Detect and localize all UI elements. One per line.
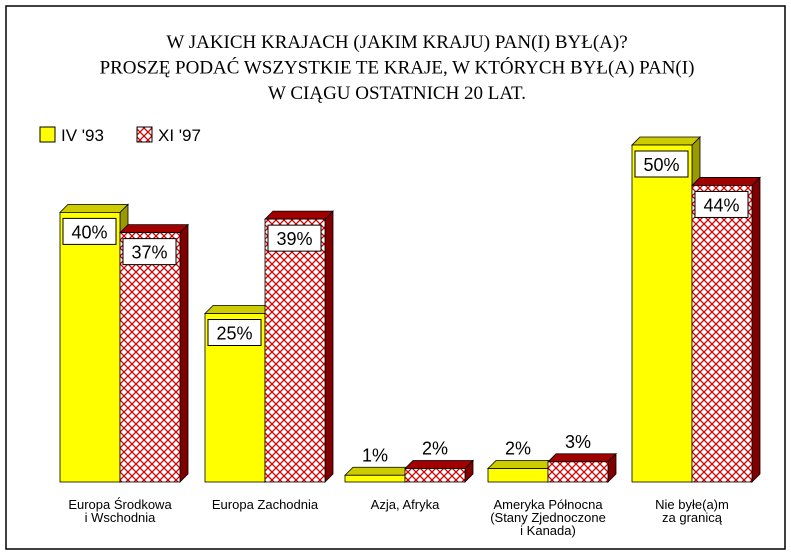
value-label: 25%	[216, 324, 252, 344]
bar-top	[344, 466, 414, 476]
bar-front	[487, 468, 549, 483]
value-label: 2%	[422, 439, 448, 459]
x-tick-label: Nie byłe(a)m	[655, 497, 729, 512]
bar-top	[487, 460, 557, 469]
value-label: 3%	[565, 432, 591, 452]
value-label: 37%	[131, 243, 167, 263]
bar-top	[691, 177, 761, 186]
value-label-box	[634, 150, 689, 178]
bar-top	[119, 224, 189, 234]
value-label: 1%	[362, 445, 388, 465]
bar-front	[344, 474, 406, 483]
value-label: 39%	[276, 229, 312, 249]
legend-swatch	[39, 126, 56, 143]
legend-label: IV '93	[61, 126, 104, 145]
bar	[119, 223, 189, 483]
bar-side	[751, 176, 761, 483]
x-tick-label: i Kanada)	[520, 523, 576, 538]
bar	[404, 459, 474, 483]
value-label-box	[207, 319, 262, 346]
bar-front	[631, 144, 693, 483]
legend-label: XI '97	[158, 126, 201, 145]
bar	[691, 176, 761, 483]
x-tick-label: Ameryka Północna	[493, 497, 603, 512]
value-label-box	[267, 224, 322, 252]
bar-top	[631, 136, 701, 146]
bar-front	[59, 211, 121, 483]
bar-top	[59, 203, 129, 213]
x-tick-label: (Stany Zjednoczone	[490, 510, 606, 525]
value-label: 2%	[505, 439, 531, 459]
value-label: 44%	[703, 195, 739, 215]
x-tick-label: za granicą	[662, 510, 723, 525]
chart-title: W CIĄGU OSTATNICH 20 LAT.	[268, 83, 526, 104]
bar-front	[691, 185, 753, 483]
bar	[344, 466, 414, 483]
value-label-box	[694, 190, 749, 218]
bar	[264, 210, 334, 483]
x-tick-label: Azja, Afryka	[371, 497, 440, 512]
bar	[631, 136, 701, 483]
value-label-box	[122, 238, 177, 266]
bar-side	[324, 210, 334, 483]
bar	[59, 203, 129, 483]
bar-front	[264, 218, 326, 483]
bar-side	[179, 223, 189, 483]
bar	[547, 452, 617, 483]
x-tick-label: Europa Zachodnia	[212, 497, 319, 512]
bar	[487, 459, 557, 483]
bar-top	[404, 460, 474, 469]
bar-front	[547, 461, 609, 483]
chart-title: PROSZĘ PODAĆ WSZYSTKIE TE KRAJE, W KTÓRY…	[100, 57, 695, 79]
value-label: 50%	[643, 155, 679, 175]
x-tick-label: i Wschodnia	[85, 510, 157, 525]
bar-top	[547, 453, 617, 463]
bar-front	[119, 232, 181, 483]
x-tick-label: Europa Środkowa	[68, 497, 172, 512]
value-label: 40%	[71, 222, 107, 242]
value-label-box	[62, 217, 117, 245]
legend-swatch	[136, 126, 153, 143]
bar-top	[204, 305, 274, 314]
bar-front	[404, 468, 466, 483]
chart-title: W JAKICH KRAJACH (JAKIM KRAJU) PAN(I) BY…	[166, 32, 627, 53]
bar-top	[264, 210, 334, 220]
